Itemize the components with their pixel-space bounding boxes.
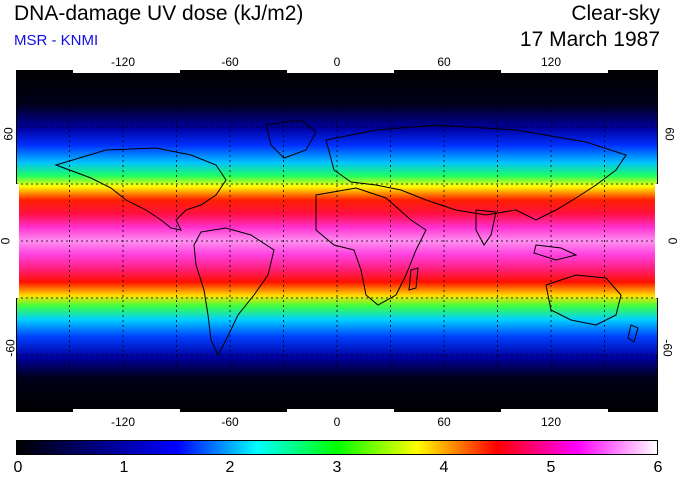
graticule (16, 70, 658, 412)
greenland-outline (265, 119, 317, 159)
lon-tick-top: -120 (110, 55, 136, 69)
frame-tick-bar (73, 409, 180, 412)
source-label: MSR - KNMI (14, 32, 99, 49)
lon-tick-bottom: -60 (221, 415, 239, 429)
africa-outline (315, 187, 427, 306)
frame-tick-bar (16, 184, 19, 298)
lon-tick-top: -60 (221, 55, 239, 69)
colorbar-label: 3 (332, 459, 342, 476)
coastlines (54, 119, 639, 357)
colorbar (16, 440, 658, 455)
madagascar-outline (408, 267, 419, 291)
frame-tick-bar (655, 184, 658, 298)
lon-tick-bottom: 60 (437, 415, 451, 429)
colorbar-label: 6 (653, 459, 663, 476)
lon-tick-top: 0 (333, 55, 341, 69)
lon-tick-top: 120 (540, 55, 562, 69)
lat-tick-left: 60 (1, 127, 16, 141)
colorbar-label: 5 (546, 459, 556, 476)
frame-tick-bar (501, 409, 608, 412)
colorbar-label: 4 (439, 459, 449, 476)
lat-tick-right: 60 (662, 127, 677, 141)
colorbar-label: 2 (225, 459, 235, 476)
colorbar-label: 0 (13, 459, 23, 476)
colorbar-label: 1 (119, 459, 129, 476)
frame-tick-bar (73, 70, 180, 73)
lat-tick-right: 0 (666, 238, 678, 245)
eurasia-outline (325, 124, 627, 221)
map-title: DNA-damage UV dose (kJ/m2) (14, 2, 304, 25)
india-outline (475, 209, 497, 246)
sky-condition: Clear-sky (571, 2, 660, 25)
map-date: 17 March 1987 (519, 28, 660, 51)
frame-tick-bar (501, 70, 608, 73)
frame-tick-bars (16, 70, 658, 412)
lon-tick-bottom: -120 (110, 415, 136, 429)
north-america-outline (54, 147, 227, 231)
lon-tick-top: 60 (437, 55, 451, 69)
frame-tick-bar (287, 70, 394, 73)
indonesia-outline (533, 244, 578, 261)
lat-tick-right: -60 (660, 339, 675, 357)
australia-outline (545, 274, 622, 326)
new-zealand-outline (627, 324, 639, 343)
south-america-outline (193, 227, 275, 357)
uv-dose-map (16, 70, 658, 412)
lon-tick-bottom: 0 (333, 415, 341, 429)
lat-tick-left: 0 (0, 238, 12, 245)
frame-tick-bar (287, 409, 394, 412)
lon-tick-bottom: 120 (540, 415, 562, 429)
